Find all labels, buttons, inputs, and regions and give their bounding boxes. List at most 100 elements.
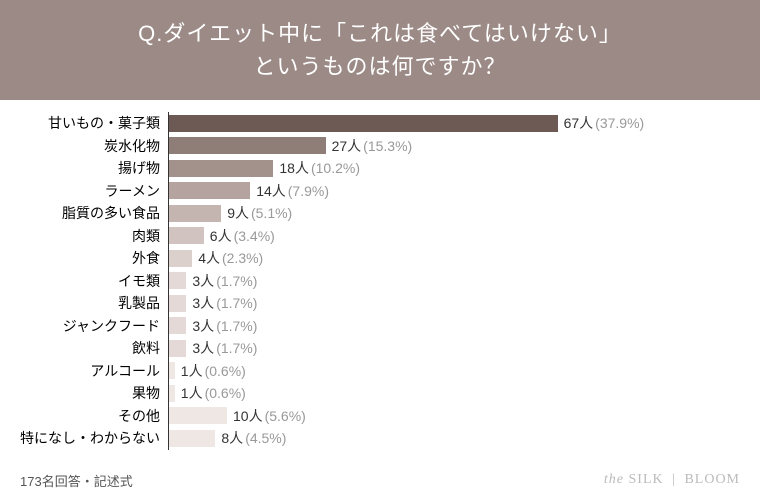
bar-row: 外食 4人(2.3%)	[20, 247, 740, 270]
bar-wrap: 3人(1.7%)	[168, 270, 740, 293]
bar	[169, 205, 221, 222]
chart-area: 甘いもの・菓子類67人(37.9%)炭水化物27人(15.3%)揚げ物18人(1…	[0, 100, 760, 460]
value-label: 3人(1.7%)	[186, 271, 257, 291]
value-count: 3人	[192, 273, 214, 289]
value-label: 3人(1.7%)	[186, 316, 257, 336]
bar-row: アルコール1人(0.6%)	[20, 360, 740, 383]
bar-row: 炭水化物 27人(15.3%)	[20, 135, 740, 158]
category-label: 特になし・わからない	[20, 428, 168, 448]
question-line-1: Q.ダイエット中に「これは食べてはいけない」	[138, 17, 622, 50]
value-count: 14人	[256, 183, 286, 199]
bar-wrap: 67人(37.9%)	[168, 112, 740, 135]
bar	[169, 317, 186, 334]
value-label: 1人(0.6%)	[175, 383, 246, 403]
bar-row: 甘いもの・菓子類 67人(37.9%)	[20, 112, 740, 135]
brand-logo: the SILK | BLOOM	[604, 472, 740, 488]
category-label: 飲料	[20, 338, 168, 358]
value-count: 6人	[210, 228, 232, 244]
value-percent: (37.9%)	[595, 115, 644, 131]
value-count: 27人	[332, 138, 362, 154]
value-label: 3人(1.7%)	[186, 293, 257, 313]
bar	[169, 340, 186, 357]
category-label: ジャンクフード	[20, 316, 168, 336]
bar-row: 肉類6人(3.4%)	[20, 225, 740, 248]
bar	[169, 407, 227, 424]
bar-wrap: 14人(7.9%)	[168, 180, 740, 203]
value-percent: (1.7%)	[216, 340, 257, 356]
question-header: Q.ダイエット中に「これは食べてはいけない」 というものは何ですか？	[0, 0, 760, 100]
bar	[169, 295, 186, 312]
value-label: 18人(10.2%)	[273, 158, 360, 178]
value-count: 18人	[279, 160, 309, 176]
category-label: アルコール	[20, 361, 168, 381]
bar-wrap: 3人(1.7%)	[168, 292, 740, 315]
bar	[169, 137, 326, 154]
value-count: 1人	[181, 385, 203, 401]
value-percent: (3.4%)	[234, 228, 275, 244]
bar-wrap: 3人(1.7%)	[168, 315, 740, 338]
value-label: 4人(2.3%)	[192, 248, 263, 268]
bar-row: ジャンクフード 3人(1.7%)	[20, 315, 740, 338]
bar-row: その他10人(5.6%)	[20, 405, 740, 428]
bar-row: 特になし・わからない 8人(4.5%)	[20, 427, 740, 450]
value-percent: (2.3%)	[222, 250, 263, 266]
category-label: イモ類	[20, 271, 168, 291]
bar-row: 揚げ物 18人(10.2%)	[20, 157, 740, 180]
value-percent: (15.3%)	[363, 138, 412, 154]
brand-separator: |	[672, 472, 676, 487]
value-label: 14人(7.9%)	[250, 181, 329, 201]
value-count: 4人	[198, 250, 220, 266]
value-percent: (0.6%)	[205, 385, 246, 401]
bar	[169, 227, 204, 244]
value-label: 9人(5.1%)	[221, 203, 292, 223]
value-percent: (7.9%)	[288, 183, 329, 199]
bar-wrap: 1人(0.6%)	[168, 382, 740, 405]
bar-row: イモ類 3人(1.7%)	[20, 270, 740, 293]
value-count: 3人	[192, 318, 214, 334]
value-count: 1人	[181, 363, 203, 379]
bar	[169, 160, 273, 177]
bar-row: 乳製品 3人(1.7%)	[20, 292, 740, 315]
category-label: 甘いもの・菓子類	[20, 113, 168, 133]
bar-row: 脂質の多い食品 9人(5.1%)	[20, 202, 740, 225]
bar-wrap: 10人(5.6%)	[168, 405, 740, 428]
value-percent: (5.1%)	[251, 205, 292, 221]
bar	[169, 182, 250, 199]
value-label: 67人(37.9%)	[558, 113, 645, 133]
value-percent: (1.7%)	[216, 273, 257, 289]
value-label: 3人(1.7%)	[186, 338, 257, 358]
bar-rows-container: 甘いもの・菓子類67人(37.9%)炭水化物27人(15.3%)揚げ物18人(1…	[20, 112, 740, 450]
category-label: 外食	[20, 248, 168, 268]
bar-wrap: 18人(10.2%)	[168, 157, 740, 180]
bar	[169, 272, 186, 289]
brand-prefix: the	[604, 472, 624, 487]
value-percent: (5.6%)	[265, 408, 306, 424]
bar-wrap: 6人(3.4%)	[168, 225, 740, 248]
value-label: 27人(15.3%)	[326, 136, 413, 156]
value-percent: (4.5%)	[245, 430, 286, 446]
value-count: 8人	[221, 430, 243, 446]
value-count: 3人	[192, 295, 214, 311]
category-label: 揚げ物	[20, 158, 168, 178]
bar-wrap: 1人(0.6%)	[168, 360, 740, 383]
category-label: 脂質の多い食品	[20, 203, 168, 223]
value-count: 67人	[564, 115, 594, 131]
value-label: 10人(5.6%)	[227, 406, 306, 426]
value-label: 8人(4.5%)	[215, 428, 286, 448]
bar-wrap: 9人(5.1%)	[168, 202, 740, 225]
bar	[169, 115, 558, 132]
bar-wrap: 4人(2.3%)	[168, 247, 740, 270]
category-label: 乳製品	[20, 293, 168, 313]
bar-wrap: 27人(15.3%)	[168, 135, 740, 158]
bar-row: 飲料 3人(1.7%)	[20, 337, 740, 360]
value-count: 9人	[227, 205, 249, 221]
bar-row: 果物 1人(0.6%)	[20, 382, 740, 405]
bar	[169, 430, 215, 447]
category-label: 果物	[20, 383, 168, 403]
bar-row: ラーメン 14人(7.9%)	[20, 180, 740, 203]
question-line-2: というものは何ですか？	[253, 50, 506, 83]
category-label: 炭水化物	[20, 136, 168, 156]
category-label: 肉類	[20, 226, 168, 246]
category-label: ラーメン	[20, 181, 168, 201]
value-percent: (1.7%)	[216, 295, 257, 311]
